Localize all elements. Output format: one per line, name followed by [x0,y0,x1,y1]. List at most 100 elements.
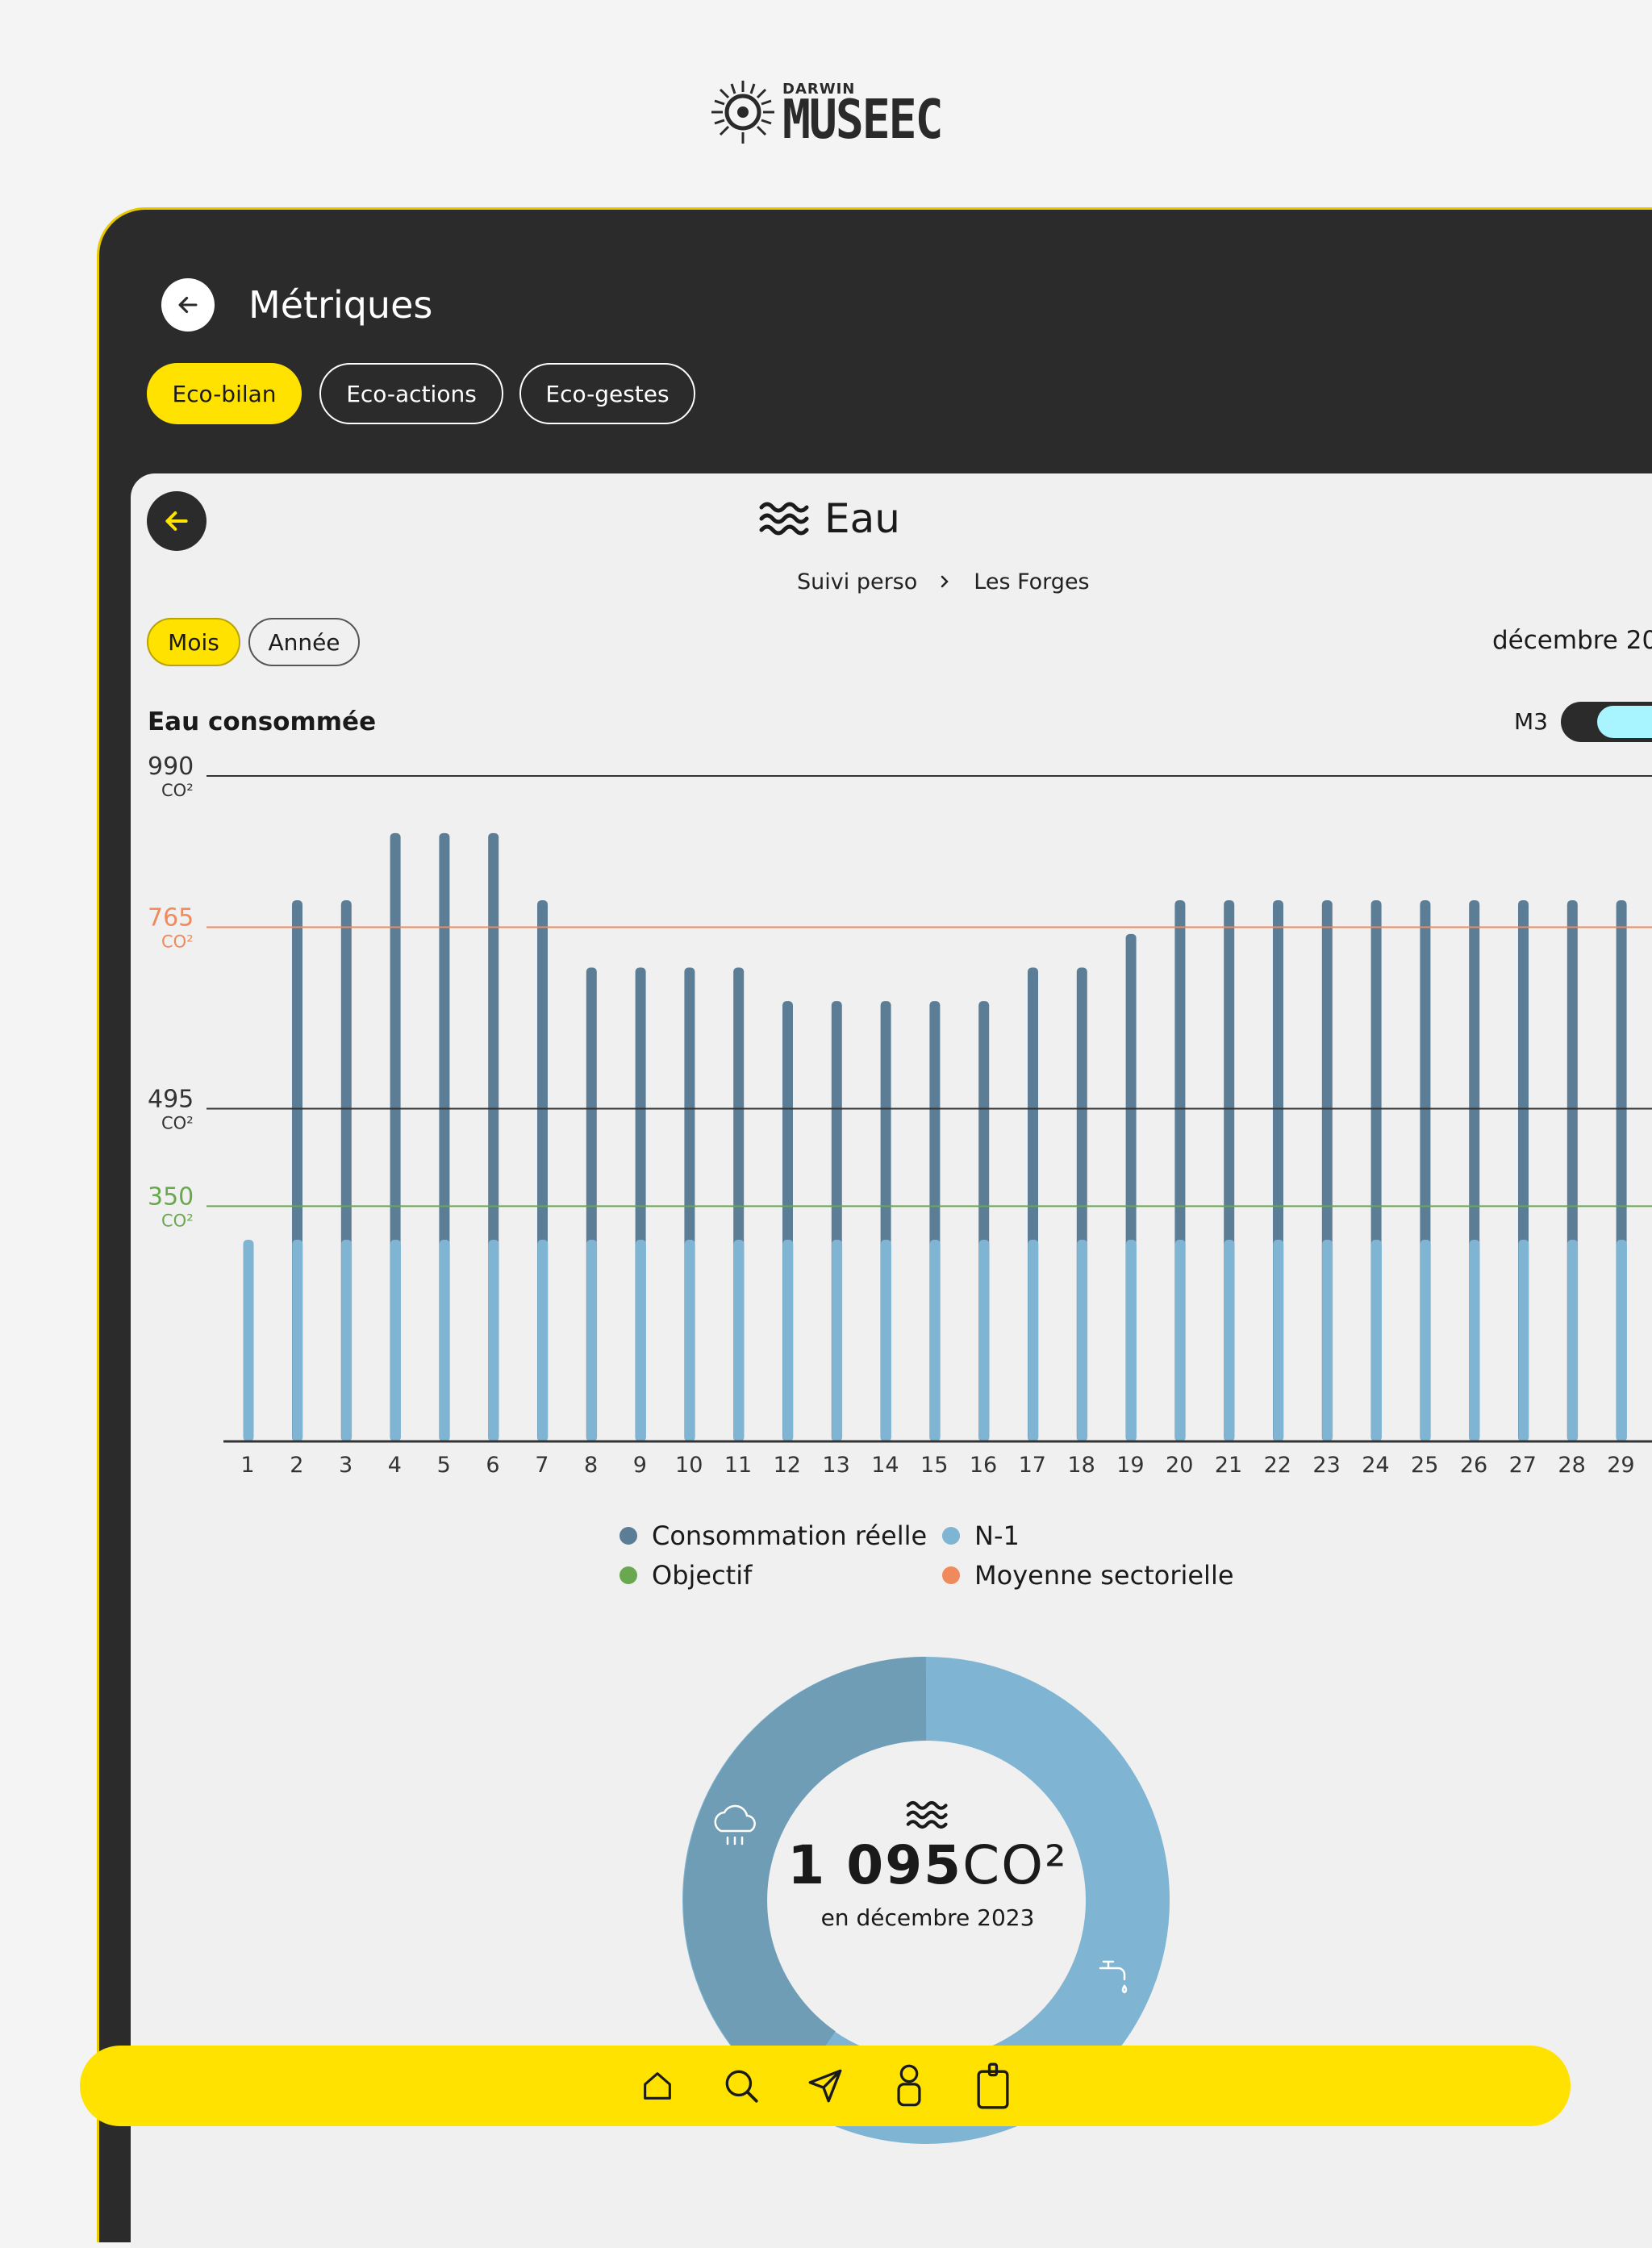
reference-value-label: 350 [148,1182,194,1211]
metric-label: Eau consommée [148,707,377,736]
summary-value-line: 1 095CO² [774,1834,1081,1896]
bar-n1 [1125,1240,1137,1441]
bar-n1 [1567,1240,1579,1441]
bar-n1 [488,1240,499,1441]
reference-unit-label: CO² [161,1114,194,1133]
x-tick-label: 23 [1312,1453,1340,1478]
reference-value-label: 990 [148,753,194,781]
breadcrumb: Suivi perso Les Forges [797,569,1090,594]
x-tick-label: 18 [1067,1453,1095,1478]
x-tick-label: 15 [920,1453,948,1478]
legend-item: Moyenne sectorielle [942,1560,1234,1591]
detail-back-button[interactable] [147,491,206,551]
reference-value-label: 765 [148,904,194,932]
detail-title-text: Eau [824,495,900,542]
x-tick-label: 1 [240,1453,254,1478]
x-tick-label: 28 [1558,1453,1585,1478]
unit-toggle[interactable] [1561,702,1652,742]
summary-unit: CO² [962,1834,1068,1896]
sun-logo-icon [711,81,774,144]
header-back-button[interactable] [161,278,215,332]
month-selector[interactable]: décembre 2023 [1492,626,1652,655]
bar-n1 [1077,1240,1088,1441]
bar-n1 [1420,1240,1431,1441]
x-tick-label: 4 [388,1453,402,1478]
x-tick-label: 3 [339,1453,353,1478]
legend-item: Consommation réelle [620,1520,927,1551]
legend-swatch [942,1566,960,1584]
consumption-bar-chart: 1 2 3 4 5 6 7 8 9 10 11 12 13 14 15 16 17 18 19 20 21 22 23 24 2… [148,753,1652,1478]
bar-n1 [978,1240,990,1441]
breadcrumb-item[interactable]: Les Forges [974,569,1090,594]
x-tick-label: 29 [1607,1453,1634,1478]
legend-swatch [942,1527,960,1545]
water-waves-icon [759,502,809,536]
send-icon[interactable] [801,2062,849,2110]
breadcrumb-item[interactable]: Suivi perso [797,569,918,594]
unit-label: M3 [1514,708,1548,735]
bar-n1 [1273,1240,1284,1441]
x-tick-label: 14 [871,1453,899,1478]
reference-value-label: 495 [148,1086,194,1114]
bar-n1 [635,1240,646,1441]
clipboard-icon[interactable] [969,2062,1017,2110]
legend-label: Consommation réelle [652,1520,928,1551]
page-title: Métriques [248,283,433,327]
home-icon[interactable] [633,2062,682,2110]
bar-n1 [684,1240,695,1441]
bar-n1 [1322,1240,1333,1441]
detail-title: Eau [758,495,900,542]
bar-n1 [1616,1240,1627,1441]
x-tick-label: 12 [774,1453,801,1478]
bar-n1 [782,1240,794,1441]
bar-n1 [832,1240,843,1441]
reference-unit-label: CO² [161,932,194,952]
tab-eco-gestes[interactable]: Eco-gestes [519,363,695,424]
summary-center: 1 095CO² en décembre 2023 [774,1799,1081,1931]
bar-n1 [390,1240,401,1441]
x-tick-label: 11 [724,1453,752,1478]
toggle-knob[interactable] [1597,706,1652,738]
bar-n1 [439,1240,450,1441]
x-tick-label: 16 [970,1453,997,1478]
arrow-left-icon [165,511,188,531]
x-tick-label: 17 [1019,1453,1046,1478]
chevron-right-icon [941,575,949,588]
legend-swatch [620,1527,637,1545]
x-tick-label: 26 [1460,1453,1487,1478]
legend-label: N-1 [974,1520,1020,1551]
bar-n1 [1028,1240,1039,1441]
bar-n1 [929,1240,941,1441]
x-tick-label: 22 [1264,1453,1291,1478]
search-icon[interactable] [717,2062,766,2110]
x-tick-label: 27 [1509,1453,1537,1478]
x-tick-label: 8 [584,1453,598,1478]
arrow-left-icon [178,296,198,314]
bar-n1 [341,1240,353,1441]
bar-n1 [1518,1240,1529,1441]
profile-icon[interactable] [885,2062,933,2110]
brand-name: MUSEEC [782,87,944,152]
x-tick-label: 7 [535,1453,549,1478]
period-month-button[interactable]: Mois [147,618,240,666]
x-tick-label: 2 [290,1453,303,1478]
legend-swatch [620,1566,637,1584]
reference-unit-label: CO² [161,781,194,800]
x-tick-label: 25 [1411,1453,1438,1478]
legend-label: Moyenne sectorielle [974,1560,1234,1591]
x-tick-label: 5 [437,1453,451,1478]
x-tick-label: 13 [822,1453,849,1478]
water-waves-icon [906,1800,948,1829]
bar-n1 [1469,1240,1480,1441]
tab-eco-bilan[interactable]: Eco-bilan [147,363,302,424]
x-tick-label: 24 [1362,1453,1389,1478]
legend-label: Objectif [652,1560,753,1591]
bar-n1 [537,1240,549,1441]
period-year-button[interactable]: Année [248,618,360,666]
x-tick-label: 20 [1166,1453,1193,1478]
brand-sub: DARWIN [782,81,856,98]
bar-n1 [292,1240,303,1441]
tab-eco-actions[interactable]: Eco-actions [319,363,503,424]
bar-n1 [1174,1240,1186,1441]
reference-unit-label: CO² [161,1211,194,1230]
